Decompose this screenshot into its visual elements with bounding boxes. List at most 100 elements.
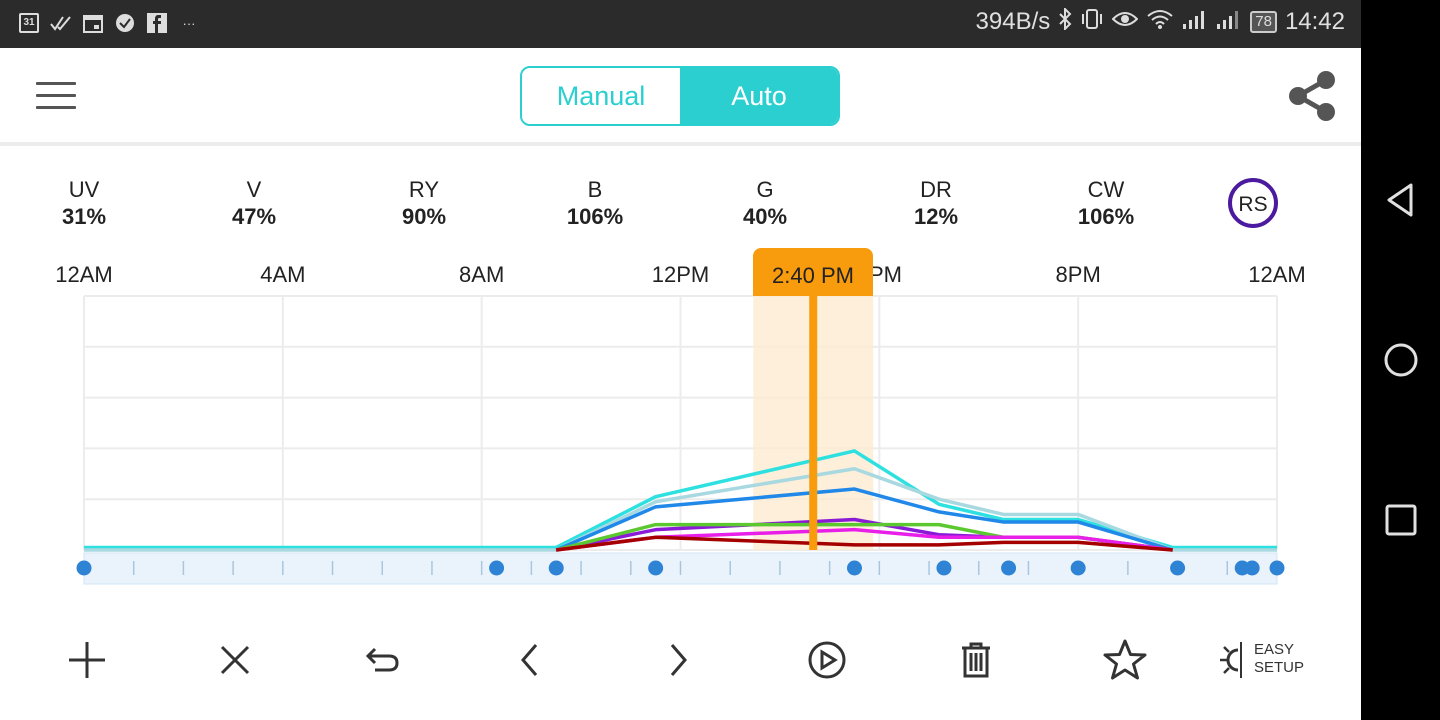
favorite-button[interactable] [1095,630,1155,690]
keyframe-dot [648,560,664,576]
menu-button[interactable] [36,82,76,110]
keyframe-dot [1001,560,1017,576]
status-system-icons: 394B/s 78 14:42 [975,6,1345,36]
hamburger-icon [36,82,76,85]
home-circle-icon [1384,343,1418,377]
keyframe-ticks [132,561,1229,575]
clock: 14:42 [1284,8,1345,35]
star-icon [1103,639,1147,680]
undo-button[interactable] [353,630,413,690]
rs-badge-button[interactable]: RS [1226,176,1280,230]
time-axis-label: 8AM [459,262,505,287]
channel-name: CW [1087,177,1125,202]
time-axis-label: 12PM [651,262,710,287]
series-line-2 [555,487,1174,552]
home-button[interactable] [1381,340,1421,380]
mode-manual-button[interactable]: Manual [522,68,680,124]
mode-toggle: Manual Auto [520,66,840,126]
app-header: Manual Auto [0,48,1361,146]
channel-b[interactable]: B 106% [545,176,645,230]
channel-v[interactable]: V 47% [204,176,304,230]
back-triangle-icon [1387,183,1413,217]
keyframe-dot [1244,560,1260,576]
chart-grid [83,295,1278,551]
recents-square-icon [1385,504,1417,536]
next-button[interactable] [648,630,708,690]
keyframe-dot [489,560,505,576]
rs-ring-icon: RS [1228,178,1278,228]
trash-button[interactable] [946,630,1006,690]
channel-values: UV 31% V 47% RY 90% B 106% G 40% DR 12% … [0,176,1361,236]
channel-ry[interactable]: RY 90% [374,176,474,230]
play-icon [808,641,846,679]
time-axis-label: 8PM [1055,262,1101,287]
delete-point-button[interactable] [205,630,265,690]
facebook-icon [146,12,168,34]
keyframe-dots [76,560,1285,576]
channel-uv[interactable]: UV 31% [34,176,134,230]
channel-dr[interactable]: DR 12% [886,176,986,230]
channel-cw[interactable]: CW 106% [1056,176,1156,230]
network-speed: 394B/s [975,8,1051,35]
chevron-left-icon [521,644,538,676]
keyframe-dot [548,560,564,576]
channel-value: 12% [913,204,959,229]
add-button[interactable] [57,630,117,690]
time-cursor-line[interactable] [809,296,818,550]
bluetooth-icon [1058,6,1072,36]
keyframe-dot [1170,560,1186,576]
more-icon: ··· [182,15,196,31]
easy-setup-label[interactable]: EASY SETUP [1254,641,1305,676]
signal-icon-2 [1216,8,1242,36]
previous-button[interactable] [500,630,560,690]
app-screen: 31 ··· 394B/s [0,0,1361,720]
add-icon [69,642,105,678]
time-axis-label: 4AM [260,262,306,287]
easy-setup-button[interactable] [1206,630,1266,690]
channel-name: DR [920,177,952,202]
trash-icon [962,642,990,678]
bottom-toolbar [0,630,1361,690]
chart-series [84,449,1277,552]
easy-setup-icon [1220,642,1242,678]
channel-value: 90% [401,204,447,229]
time-axis-label: 12AM [1248,262,1306,287]
back-button[interactable] [1381,180,1421,220]
battery-icon: 78 [1250,11,1277,33]
light-schedule-chart[interactable] [0,0,1361,620]
circle-check-icon [114,12,136,34]
share-icon [1289,71,1335,121]
channel-value: 106% [566,204,624,229]
close-icon [220,645,250,675]
recents-button[interactable] [1381,500,1421,540]
channel-value: 31% [61,204,107,229]
vibrate-icon [1080,8,1104,36]
wifi-icon [1146,8,1174,36]
double-check-icon [50,12,72,34]
share-button[interactable] [1286,68,1340,124]
undo-icon [365,647,399,672]
signal-icon-1 [1182,8,1208,36]
keyframe-dot [1070,560,1086,576]
channel-g[interactable]: G 40% [715,176,815,230]
channel-name: B [587,177,603,202]
channel-value: 47% [231,204,277,229]
keyframe-dot [1269,560,1285,576]
channel-name: RY [408,177,440,202]
keyframe-dot [76,560,92,576]
keyframe-dot [936,560,952,576]
keyframe-dot [846,560,862,576]
chevron-right-icon [670,644,687,676]
calendar-icon [82,12,104,34]
mode-auto-button[interactable]: Auto [680,68,838,124]
series-line-6 [556,535,1173,552]
channel-name: G [756,177,774,202]
channel-value: 40% [742,204,788,229]
channel-value: 106% [1077,204,1135,229]
time-axis-label: 12AM [55,262,113,287]
system-nav-bar [1361,0,1440,720]
play-button[interactable] [797,630,857,690]
calendar-31-icon: 31 [18,12,40,34]
channel-name: V [246,177,262,202]
current-time-badge[interactable]: 2:40 PM [753,248,873,296]
